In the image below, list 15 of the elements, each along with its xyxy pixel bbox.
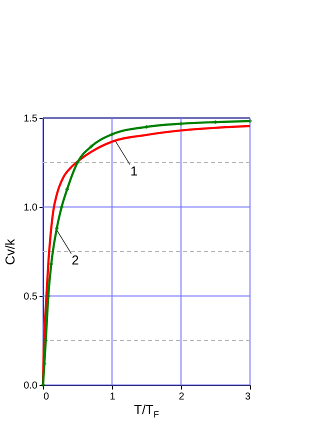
point (89, 144, 94, 148)
x-axis-title: T/T$_{F}$ (133, 402, 160, 420)
y-tick-label: 1.5 (24, 114, 38, 124)
x-tick-label: 3 (244, 392, 251, 402)
annotation: 2 (72, 252, 79, 268)
y-tick-label: 0.5 (24, 292, 38, 302)
point (144, 125, 148, 129)
y-tick-label: 0.0 (24, 380, 38, 392)
annotation: 1 (130, 164, 138, 179)
x-tick-label: 2 (178, 392, 185, 402)
point (65, 187, 70, 192)
y-axis-title: Cv/k (2, 238, 18, 265)
y-tick-label: 1.0 (24, 202, 38, 214)
x-tick-label: 1 (110, 392, 116, 402)
x-tick-label: 0 (44, 392, 50, 402)
